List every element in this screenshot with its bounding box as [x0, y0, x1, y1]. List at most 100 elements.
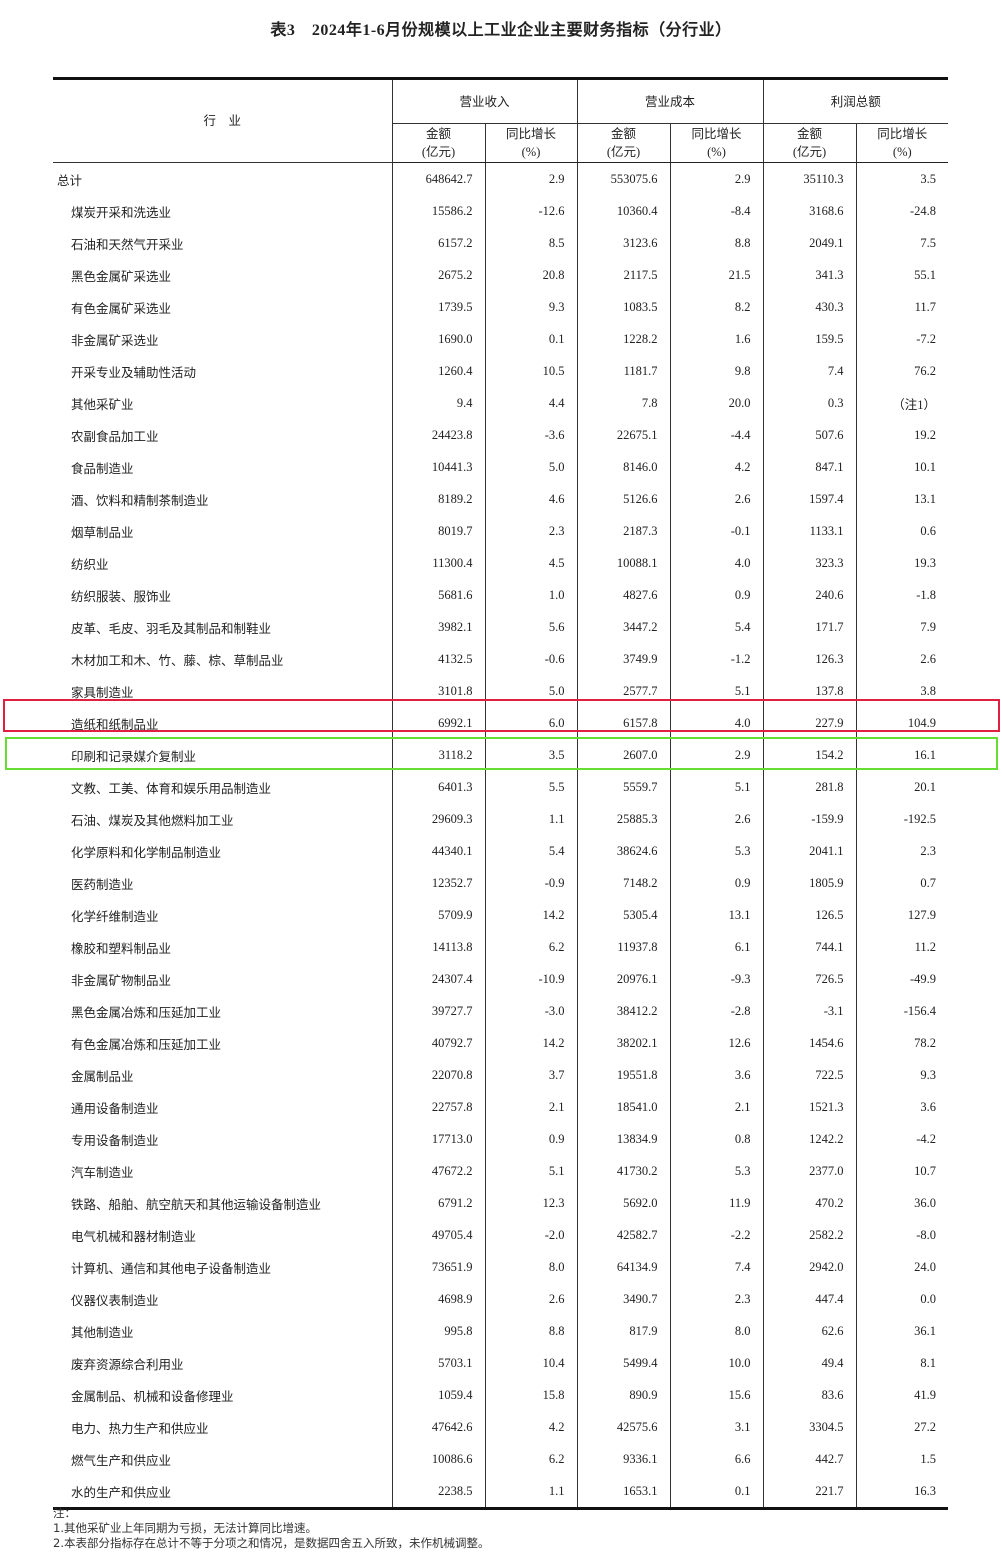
cost-growth: -9.3	[669, 963, 764, 995]
total-row: 总计 648642.7 2.9 553075.6 2.9 35110.3 3.5	[53, 162, 949, 195]
profit-growth: 0.0	[855, 1283, 949, 1315]
industry-name: 农副食品加工业	[71, 429, 159, 444]
profit-amount: 62.6	[762, 1315, 857, 1347]
industry-name: 专用设备制造业	[71, 1133, 159, 1148]
cost-growth: 2.6	[669, 483, 764, 515]
table-row: 其他制造业 995.8 8.8 817.9 8.0 62.6 36.1	[53, 1315, 949, 1347]
revenue-amount: 2238.5	[391, 1475, 485, 1510]
revenue-amount: 8189.2	[391, 483, 485, 515]
revenue-amount: 5681.6	[391, 579, 485, 611]
subheader-label: 金额	[611, 127, 637, 141]
profit-growth: -192.5	[855, 803, 949, 835]
table-row: 黑色金属矿采选业 2675.2 20.8 2117.5 21.5 341.3 55.1	[53, 259, 949, 291]
revenue-amount: 6157.2	[391, 227, 485, 259]
cost-amount: 5305.4	[576, 899, 671, 931]
revenue-amount: 1260.4	[391, 355, 485, 387]
cost-amount: 10360.4	[576, 195, 671, 227]
industry-name: 通用设备制造业	[71, 1101, 159, 1116]
profit-growth: 27.2	[855, 1411, 949, 1443]
industry-name: 水的生产和供应业	[53, 1475, 392, 1510]
profit-amount: 2377.0	[762, 1155, 857, 1187]
table-row: 医药制造业 12352.7 -0.9 7148.2 0.9 1805.9 0.7	[53, 867, 949, 899]
table-row: 金属制品业 22070.8 3.7 19551.8 3.6 722.5 9.3	[53, 1059, 949, 1091]
cost-amount: 6157.8	[576, 707, 671, 739]
table-notes: 注： 1.其他采矿业上年同期为亏损，无法计算同比增速。 2.本表部分指标存在总计…	[53, 1506, 489, 1551]
cost-growth: 2.6	[669, 803, 764, 835]
table-row: 计算机、通信和其他电子设备制造业 73651.9 8.0 64134.9 7.4 2942…	[53, 1251, 949, 1283]
cost-growth: 5.3	[669, 1155, 764, 1187]
table-row: 木材加工和木、竹、藤、棕、草制品业 4132.5 -0.6 3749.9 -1.2 126…	[53, 643, 949, 675]
revenue-growth: 4.2	[484, 1411, 578, 1443]
page-title: 表3 2024年1-6月份规模以上工业企业主要财务指标（分行业）	[270, 22, 732, 39]
revenue-amount: 4132.5	[391, 643, 485, 675]
revenue-amount: 1059.4	[391, 1379, 485, 1411]
profit-growth: 104.9	[855, 707, 949, 739]
profit-amount: -159.9	[762, 803, 857, 835]
revenue-growth: 1.0	[484, 579, 578, 611]
growth-subheader: 同比增长 (%)	[484, 123, 578, 163]
cost-amount: 3123.6	[576, 227, 671, 259]
profit-growth: 1.5	[855, 1443, 949, 1475]
cost-growth: -2.8	[669, 995, 764, 1027]
profit-amount: 35110.3	[762, 162, 857, 195]
profit-amount: 240.6	[762, 579, 857, 611]
profit-amount: 1597.4	[762, 483, 857, 515]
cost-growth: -4.4	[669, 419, 764, 451]
cost-growth: 3.1	[669, 1411, 764, 1443]
table-row: 食品制造业 10441.3 5.0 8146.0 4.2 847.1 10.1	[53, 451, 949, 483]
cost-growth: 2.3	[669, 1283, 764, 1315]
cost-growth: 7.4	[669, 1251, 764, 1283]
note-1: 1.其他采矿业上年同期为亏损，无法计算同比增速。	[53, 1521, 317, 1535]
profit-amount: 2049.1	[762, 227, 857, 259]
cost-amount: 42582.7	[576, 1219, 671, 1251]
revenue-amount: 22070.8	[391, 1059, 485, 1091]
profit-amount: 3304.5	[762, 1411, 857, 1443]
cost-amount: 64134.9	[576, 1251, 671, 1283]
revenue-growth: 5.6	[484, 611, 578, 643]
profit-amount: 1133.1	[762, 515, 857, 547]
revenue-amount: 44340.1	[391, 835, 485, 867]
industry-name: 煤炭开采和洗选业	[71, 205, 172, 220]
cost-growth: 2.9	[669, 739, 764, 771]
cost-amount: 2577.7	[576, 675, 671, 707]
industry-name: 铁路、船舶、航空航天和其他运输设备制造业	[71, 1197, 322, 1212]
industry-name: 纺织服装、服饰业	[71, 589, 172, 604]
profit-growth: 11.7	[855, 291, 949, 323]
subheader-unit: (%)	[521, 145, 541, 159]
revenue-amount: 995.8	[391, 1315, 485, 1347]
table-row: 专用设备制造业 17713.0 0.9 13834.9 0.8 1242.2 -4.2	[53, 1123, 949, 1155]
subheader-unit: (亿元)	[421, 145, 456, 159]
profit-amount: 227.9	[762, 707, 857, 739]
revenue-amount: 40792.7	[391, 1027, 485, 1059]
subheader-label: 金额	[797, 127, 823, 141]
profit-growth: 36.0	[855, 1187, 949, 1219]
cost-amount: 10088.1	[576, 547, 671, 579]
industry-name: 医药制造业	[71, 877, 134, 892]
cost-growth: 5.1	[669, 675, 764, 707]
cost-growth: 11.9	[669, 1187, 764, 1219]
revenue-growth: 6.0	[484, 707, 578, 739]
cost-growth: 2.1	[669, 1091, 764, 1123]
table-row: 石油和天然气开采业 6157.2 8.5 3123.6 8.8 2049.1 7.5	[53, 227, 949, 259]
cost-amount: 1228.2	[576, 323, 671, 355]
growth-subheader: 同比增长 (%)	[669, 123, 764, 163]
cost-amount: 42575.6	[576, 1411, 671, 1443]
cost-growth: 0.9	[669, 867, 764, 899]
revenue-amount: 6791.2	[391, 1187, 485, 1219]
table-row: 有色金属矿采选业 1739.5 9.3 1083.5 8.2 430.3 11.7	[53, 291, 949, 323]
revenue-growth: 0.1	[484, 323, 578, 355]
cost-growth: 0.1	[669, 1475, 764, 1510]
profit-growth: -1.8	[855, 579, 949, 611]
revenue-growth: 6.2	[484, 1443, 578, 1475]
table-row: 农副食品加工业 24423.8 -3.6 22675.1 -4.4 507.6 19.2	[53, 419, 949, 451]
industry-name: 开采专业及辅助性活动	[71, 365, 197, 380]
notes-label: 注：	[53, 1506, 76, 1520]
cost-amount: 7148.2	[576, 867, 671, 899]
cost-growth: -2.2	[669, 1219, 764, 1251]
cost-growth: 21.5	[669, 259, 764, 291]
industry-name: 食品制造业	[71, 461, 134, 476]
profit-growth: 3.6	[855, 1091, 949, 1123]
revenue-growth: -0.6	[484, 643, 578, 675]
cost-growth: 8.2	[669, 291, 764, 323]
cost-amount: 11937.8	[576, 931, 671, 963]
